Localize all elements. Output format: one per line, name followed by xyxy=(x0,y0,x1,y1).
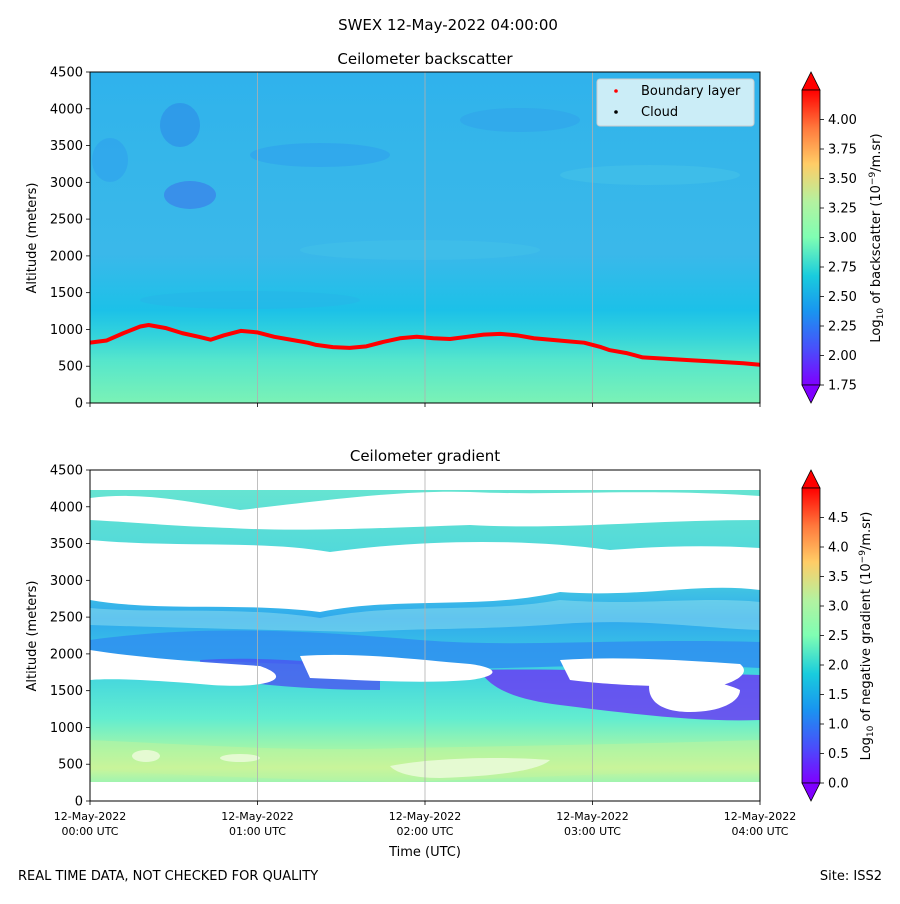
colorbar-tick-label: 3.5 xyxy=(828,570,849,585)
colorbar-tick-label: 3.0 xyxy=(828,600,849,615)
y-tick-label: 3000 xyxy=(50,574,83,589)
x-tick-label-time: 02:00 UTC xyxy=(396,825,453,838)
y-tick-label: 1500 xyxy=(50,684,83,699)
colorbar-tick-label: 4.5 xyxy=(828,511,849,526)
backscatter-colorbar-label: Log10 of backscatter (10−9/m.sr) xyxy=(868,133,886,342)
y-tick-label: 4500 xyxy=(50,464,83,479)
x-tick-label-date: 12-May-2022 xyxy=(221,810,293,823)
colorbar-tick-label: 4.00 xyxy=(828,113,857,128)
y-tick-label: 4000 xyxy=(50,500,83,515)
boundary-layer-line xyxy=(90,323,760,367)
y-tick-label: 2000 xyxy=(50,647,83,662)
x-tick-label-time: 00:00 UTC xyxy=(61,825,118,838)
colorbar-tick-label: 3.75 xyxy=(828,143,857,158)
backscatter-ylabel: Altitude (meters) xyxy=(25,183,40,294)
gradient-y-axis: 0 500 1000 1500 2000 2500 3000 3500 4000 4500 xyxy=(50,464,90,810)
quality-disclaimer: REAL TIME DATA, NOT CHECKED FOR QUALITY xyxy=(18,869,319,884)
backscatter-x-axis xyxy=(89,403,761,407)
colorbar-tick-label: 3.25 xyxy=(828,202,857,217)
colorbar-tick-label: 1.0 xyxy=(828,718,849,733)
colorbar-tick-label: 2.5 xyxy=(828,629,849,644)
backscatter-gridlines xyxy=(257,72,593,403)
colorbar-tick-label: 0.0 xyxy=(828,777,849,792)
colorbar-extend-min-icon xyxy=(801,782,821,802)
y-tick-label: 2500 xyxy=(50,213,83,228)
y-tick-label: 2000 xyxy=(50,249,83,264)
x-tick-label-time: 04:00 UTC xyxy=(731,825,788,838)
y-tick-label: 0 xyxy=(75,795,83,810)
figure-suptitle: SWEX 12-May-2022 04:00:00 xyxy=(338,16,558,34)
gradient-gridlines xyxy=(257,470,593,801)
colorbar-tick-label: 1.5 xyxy=(828,688,849,703)
y-tick-label: 3500 xyxy=(50,537,83,552)
gradient-title: Ceilometer gradient xyxy=(350,447,500,465)
colorbar-extend-min-icon xyxy=(801,384,821,404)
y-tick-label: 2500 xyxy=(50,611,83,626)
y-tick-label: 4000 xyxy=(50,102,83,117)
gradient-ylabel: Altitude (meters) xyxy=(25,581,40,692)
colorbar-tick-label: 3.50 xyxy=(828,172,857,187)
backscatter-legend: Boundary layer Cloud xyxy=(596,78,755,127)
x-tick-label-date: 12-May-2022 xyxy=(389,810,461,823)
colorbar-tick-label: 0.5 xyxy=(828,747,849,762)
y-tick-label: 500 xyxy=(58,758,83,773)
y-tick-label: 3000 xyxy=(50,176,83,191)
gradient-panel: Ceilometer gradient 05 xyxy=(25,447,876,860)
site-label: Site: ISS2 xyxy=(819,869,882,884)
x-tick-label-date: 12-May-2022 xyxy=(54,810,126,823)
y-tick-label: 1000 xyxy=(50,323,83,338)
gradient-colorbar-label: Log10 of negative gradient (10−9/m.sr) xyxy=(858,512,876,761)
x-tick-label-date: 12-May-2022 xyxy=(724,810,796,823)
y-tick-label: 1000 xyxy=(50,721,83,736)
y-tick-label: 1500 xyxy=(50,286,83,301)
gradient-xlabel: Time (UTC) xyxy=(388,845,461,860)
colorbar-extend-max-icon xyxy=(801,71,821,91)
y-tick-label: 0 xyxy=(75,397,83,412)
colorbar-tick-label: 2.0 xyxy=(828,659,849,674)
legend-frame xyxy=(596,78,755,127)
x-tick-label-time: 01:00 UTC xyxy=(229,825,286,838)
colorbar-tick-label: 2.75 xyxy=(828,261,857,276)
y-tick-label: 4500 xyxy=(50,66,83,81)
boundary-layer-series xyxy=(90,323,760,367)
gradient-x-axis: 12-May-2022 00:00 UTC 12-May-2022 01:00 UTC… xyxy=(54,801,796,838)
legend-entry-boundary-layer: Boundary layer xyxy=(641,84,741,99)
boundary-layer-marker-icon xyxy=(614,89,618,93)
backscatter-colorbar: 1.75 2.00 2.25 2.50 2.75 3.00 3.25 3.50 3.75 4.00… xyxy=(801,71,886,404)
gradient-colorbar: 0.0 0.5 1.0 1.5 2.0 2.5 3.0 3.5 4.0 4.5 Log10 of … xyxy=(801,469,876,802)
colorbar-tick-label: 2.50 xyxy=(828,290,857,305)
x-tick-label-date: 12-May-2022 xyxy=(556,810,628,823)
backscatter-y-axis: 0 500 1000 1500 2000 2500 3000 3500 4000 4500 xyxy=(50,66,90,412)
colorbar-tick-label: 3.00 xyxy=(828,231,857,246)
colorbar-extend-max-icon xyxy=(801,469,821,489)
legend-entry-cloud: Cloud xyxy=(641,105,678,120)
colorbar-tick-label: 1.75 xyxy=(828,379,857,394)
y-tick-label: 500 xyxy=(58,360,83,375)
colorbar-tick-label: 2.25 xyxy=(828,320,857,335)
y-tick-label: 3500 xyxy=(50,139,83,154)
backscatter-panel: Ceilometer backscatter 0 500 1000 1500 2000 2… xyxy=(25,50,886,412)
colorbar-tick-label: 2.00 xyxy=(828,349,857,364)
cloud-marker-icon xyxy=(614,110,618,114)
colorbar-tick-label: 4.0 xyxy=(828,541,849,556)
backscatter-title: Ceilometer backscatter xyxy=(337,50,513,68)
x-tick-label-time: 03:00 UTC xyxy=(564,825,621,838)
